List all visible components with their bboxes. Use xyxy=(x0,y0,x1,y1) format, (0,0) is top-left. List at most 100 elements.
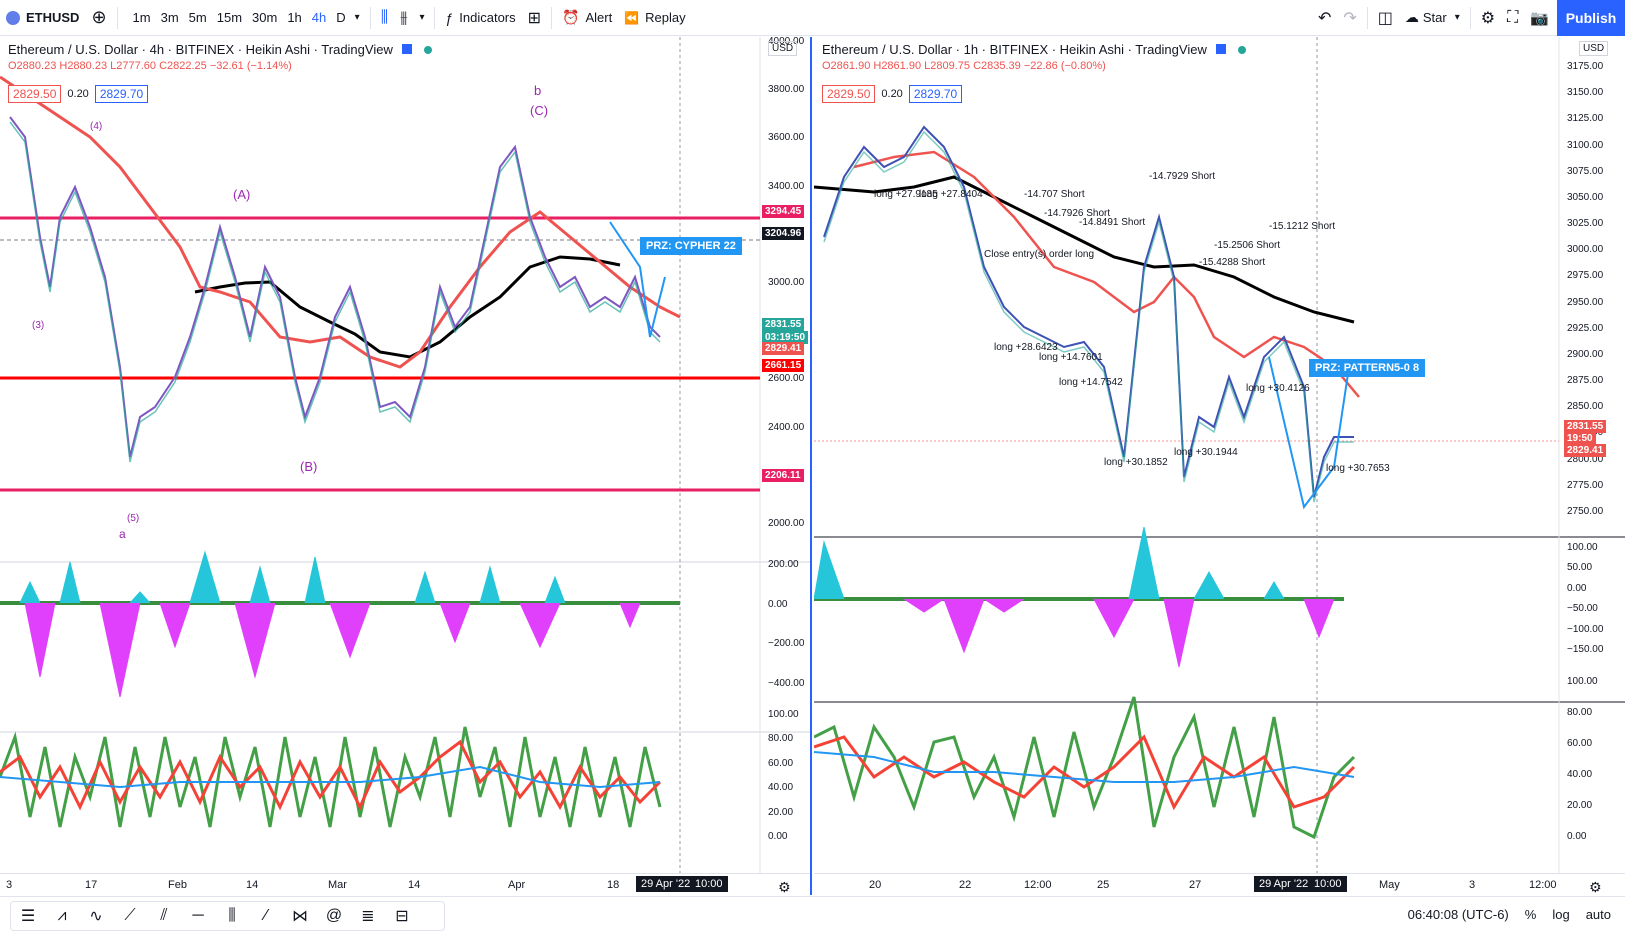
fib-retracement-icon[interactable]: ≣ xyxy=(361,908,375,925)
channel-icon[interactable]: ⫽ xyxy=(160,907,168,924)
bid-price[interactable]: 2829.50 xyxy=(822,85,876,103)
osc2-red-line xyxy=(0,739,662,811)
publish-button[interactable]: Publish xyxy=(1557,0,1625,36)
compare-add-icon[interactable]: ⊕ xyxy=(91,7,107,27)
timeframe-1h[interactable]: 1h xyxy=(287,10,302,25)
price-tag: 2831.55 xyxy=(1564,420,1607,433)
left-chart-legend[interactable]: Ethereum / U.S. Dollar · 4h · BITFINEX ·… xyxy=(8,42,433,57)
price-axis-label: 3025.00 xyxy=(1567,218,1604,230)
trend-line-icon[interactable]: ⟋ xyxy=(124,907,136,924)
right-time-axis[interactable]: 20 22 12:00 25 27 May 3 12:00 29 Apr '22 10:00 … xyxy=(814,873,1625,895)
alert-button[interactable]: ⏰ Alert xyxy=(556,0,618,36)
layout-select-icon[interactable]: ◫ xyxy=(1377,9,1393,27)
left-time-axis[interactable]: 3 17 Feb 14 Mar 14 Apr 18 29 Apr '22 10:00 ⚙ xyxy=(0,873,810,895)
right-chart-canvas[interactable] xyxy=(814,37,1625,895)
right-price-axis[interactable]: 3175.00 3150.00 3125.00 3100.00 3075.00 3050.… xyxy=(1561,37,1625,873)
timeframe-dropdown-icon[interactable]: ▾ xyxy=(354,12,360,23)
time-axis-label: Feb xyxy=(168,879,187,891)
chart-type-candles-icon[interactable]: ⫼ xyxy=(380,8,389,26)
flag-icon xyxy=(402,44,413,54)
indicators-button[interactable]: ƒ Indicators xyxy=(439,0,521,36)
osc1-axis-label: −150.00 xyxy=(1567,644,1604,655)
elliott-wave-icon[interactable]: ∿ xyxy=(89,908,103,925)
save-layout-button[interactable]: ☁ Star ▾ xyxy=(1399,0,1466,36)
fullscreen-icon[interactable]: ⛶ xyxy=(1507,8,1519,26)
bid-price[interactable]: 2829.50 xyxy=(8,85,62,103)
market-open-icon xyxy=(1238,46,1247,54)
ask-price[interactable]: 2829.70 xyxy=(94,85,149,103)
timeframe-3m[interactable]: 3m xyxy=(160,10,179,25)
symbol-search[interactable]: ETHUSD xyxy=(0,0,85,36)
price-tag: 2831.55 xyxy=(762,318,805,331)
gear-icon[interactable]: ⚙ xyxy=(1589,879,1602,895)
left-bid-ask[interactable]: 2829.50 0.20 2829.70 xyxy=(8,84,149,104)
price-axis-label: 2000.00 xyxy=(768,518,805,529)
timeframe-D[interactable]: D xyxy=(336,10,346,25)
auto-toggle[interactable]: auto xyxy=(1585,907,1611,922)
spread: 0.20 xyxy=(881,88,903,100)
osc1-axis-label: 0.00 xyxy=(768,598,788,610)
left-chart-pane[interactable]: Ethereum / U.S. Dollar · 4h · BITFINEX ·… xyxy=(0,37,812,895)
menu-icon[interactable]: ☰ xyxy=(20,908,36,925)
price-axis-label: 3800.00 xyxy=(768,84,805,96)
left-osc1-axis[interactable]: 200.00 0.00 −200.00 −400.00 xyxy=(762,37,810,873)
log-toggle[interactable]: log xyxy=(1552,907,1570,922)
horizontal-line-icon[interactable]: ─ xyxy=(192,907,204,924)
timeframe-5m[interactable]: 5m xyxy=(188,10,207,25)
osc2-axis-label: 40.00 xyxy=(1567,769,1593,780)
pattern-icon[interactable]: ⋈ xyxy=(292,908,308,925)
osc1-axis-label: −200.00 xyxy=(768,638,805,650)
right-osc2-axis[interactable]: 100.00 80.00 60.00 40.00 20.00 0.00 xyxy=(1561,37,1625,873)
time-axis-label: 3 xyxy=(1469,879,1476,891)
right-bid-ask[interactable]: 2829.50 0.20 2829.70 xyxy=(822,84,963,104)
wave-label: (3) xyxy=(32,320,45,331)
timeframe-30m[interactable]: 30m xyxy=(252,10,278,25)
left-chart-canvas[interactable] xyxy=(0,37,812,895)
right-osc1-axis[interactable]: 100.00 50.00 0.00 −50.00 −100.00 −150.00 xyxy=(1561,37,1625,873)
zigzag-icon[interactable]: ⩘ xyxy=(57,907,67,924)
time-axis-label: Apr xyxy=(508,879,526,891)
time-axis-label: 14 xyxy=(246,879,259,891)
fib-spiral-icon[interactable]: @ xyxy=(325,907,343,924)
clock-label[interactable]: 06:40:08 (UTC-6) xyxy=(1407,907,1509,922)
gear-icon[interactable]: ⚙ xyxy=(778,879,791,895)
timeframe-15m[interactable]: 15m xyxy=(216,10,243,25)
trade-annotation: long +30.1944 xyxy=(1174,447,1238,458)
trade-annotation: long +14.7601 xyxy=(1039,352,1103,363)
price-axis-label: 3125.00 xyxy=(1567,113,1604,125)
time-axis-label: 12:00 xyxy=(1024,879,1052,891)
replay-button[interactable]: ⏪ Replay xyxy=(618,0,691,36)
price-axis-label: 2775.00 xyxy=(1567,479,1604,491)
camera-snapshot-icon[interactable]: 📷 xyxy=(1530,9,1549,27)
wave-label: (5) xyxy=(127,513,140,524)
osc2-axis-label: 20.00 xyxy=(768,806,794,818)
trade-annotation: long +30.7653 xyxy=(1326,463,1390,474)
percent-toggle[interactable]: % xyxy=(1524,907,1537,922)
timeframe-4h[interactable]: 4h xyxy=(311,10,327,25)
osc2-axis-label: 0.00 xyxy=(768,831,788,842)
price-range-icon[interactable]: ⫼ xyxy=(228,907,236,924)
redo-icon[interactable]: ↷ xyxy=(1343,9,1357,27)
currency-selector[interactable]: USD xyxy=(1579,41,1609,56)
currency-selector[interactable]: USD xyxy=(768,41,798,56)
timeframe-1m[interactable]: 1m xyxy=(132,10,151,25)
undo-icon[interactable]: ↶ xyxy=(1317,9,1332,27)
ask-price[interactable]: 2829.70 xyxy=(908,85,963,103)
templates-icon[interactable]: ⊞ xyxy=(527,9,542,27)
slow-ma-line xyxy=(194,255,621,359)
right-ohlc: O2861.90 H2861.90 L2809.75 C2835.39 −22.… xyxy=(822,60,1106,72)
trade-annotation: long +27.9135 xyxy=(874,189,938,200)
right-chart-pane[interactable]: Ethereum / U.S. Dollar · 1h · BITFINEX ·… xyxy=(814,37,1625,895)
price-axis-label: 3600.00 xyxy=(768,132,805,144)
right-chart-legend[interactable]: Ethereum / U.S. Dollar · 1h · BITFINEX ·… xyxy=(822,42,1247,57)
osc2-axis-label: 40.00 xyxy=(768,782,794,794)
trade-annotation: -14.707 Short xyxy=(1024,189,1085,200)
chart-type-dropdown-icon[interactable]: ▾ xyxy=(419,12,425,23)
chart-type-bars-icon[interactable]: ⫵ xyxy=(400,8,408,26)
left-osc2-axis[interactable]: 100.00 80.00 60.00 40.00 20.00 0.00 xyxy=(762,37,810,873)
settings-gear-icon[interactable]: ⚙ xyxy=(1480,9,1496,27)
ray-icon[interactable]: ∕ xyxy=(264,907,268,924)
osc2-axis-label: 80.00 xyxy=(1567,707,1593,718)
position-icon[interactable]: ⊟ xyxy=(395,908,409,925)
crosshair-date: 29 Apr '22 xyxy=(1254,876,1314,892)
